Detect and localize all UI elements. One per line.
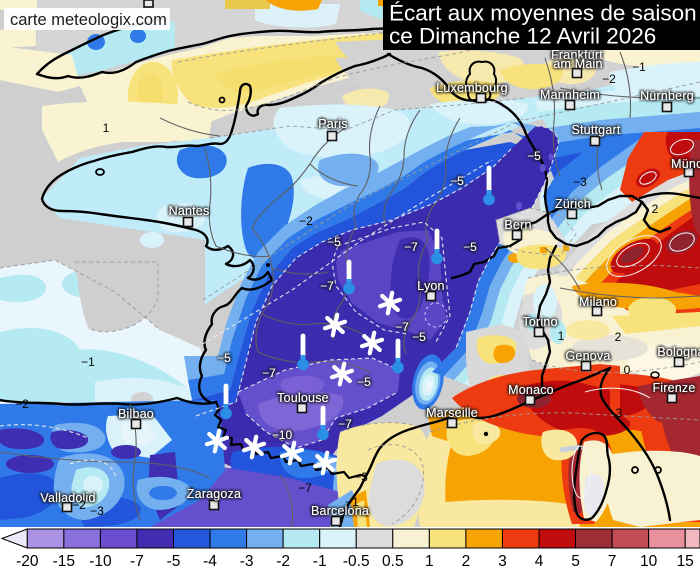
svg-text:-2: -2 xyxy=(276,553,290,570)
svg-text:Firenze: Firenze xyxy=(652,381,695,395)
svg-text:Bologna: Bologna xyxy=(657,345,700,359)
svg-text:−2: −2 xyxy=(602,72,616,86)
svg-text:−7: −7 xyxy=(404,240,418,254)
svg-text:Nantes: Nantes xyxy=(169,204,210,218)
svg-text:Torino: Torino xyxy=(522,315,557,329)
svg-text:3: 3 xyxy=(616,406,623,420)
svg-text:4: 4 xyxy=(535,553,544,570)
svg-text:-15: -15 xyxy=(53,553,75,570)
svg-text:Toulouse: Toulouse xyxy=(277,391,329,405)
svg-text:-5: -5 xyxy=(167,553,181,570)
svg-text:−7: −7 xyxy=(320,279,334,293)
svg-text:Zaragoza: Zaragoza xyxy=(187,487,241,501)
svg-text:Écart aux moyennes de saison: Écart aux moyennes de saison xyxy=(389,1,697,26)
svg-text:−1: −1 xyxy=(632,60,646,74)
svg-text:15: 15 xyxy=(677,553,694,570)
svg-text:Mannheim: Mannheim xyxy=(540,88,600,102)
svg-text:Paris: Paris xyxy=(318,117,347,131)
svg-text:Valladolid: Valladolid xyxy=(40,491,95,505)
svg-text:am Main: am Main xyxy=(553,57,602,71)
svg-text:−5: −5 xyxy=(412,330,426,344)
svg-text:Stuttgart: Stuttgart xyxy=(571,123,620,137)
svg-text:0.5: 0.5 xyxy=(382,553,404,570)
svg-text:Genova: Genova xyxy=(566,349,611,363)
svg-text:−3: −3 xyxy=(573,175,587,189)
svg-text:Bilbao: Bilbao xyxy=(118,407,154,421)
svg-text:-1: -1 xyxy=(313,553,327,570)
svg-text:−10: −10 xyxy=(272,428,293,442)
svg-text:-10: -10 xyxy=(89,553,112,570)
svg-text:Marseille: Marseille xyxy=(426,406,478,420)
svg-text:Barcelona: Barcelona xyxy=(311,504,369,518)
svg-text:Bern: Bern xyxy=(504,218,531,232)
svg-text:−1: −1 xyxy=(81,355,95,369)
svg-text:1: 1 xyxy=(425,553,434,570)
svg-text:−5: −5 xyxy=(327,235,341,249)
svg-text:−5: −5 xyxy=(357,375,371,389)
svg-text:1: 1 xyxy=(558,329,565,343)
svg-text:−5: −5 xyxy=(527,149,541,163)
svg-text:−7: −7 xyxy=(395,320,409,334)
svg-text:−3: −3 xyxy=(354,470,368,484)
svg-text:ce Dimanche 12 Avril 2026: ce Dimanche 12 Avril 2026 xyxy=(389,24,656,49)
svg-text:-7: -7 xyxy=(130,553,144,570)
svg-text:Milano: Milano xyxy=(579,295,617,309)
svg-text:Frankfurt: Frankfurt xyxy=(551,48,603,62)
svg-text:3: 3 xyxy=(498,553,507,570)
svg-text:−1: −1 xyxy=(345,495,359,509)
svg-text:−2: −2 xyxy=(72,498,86,512)
svg-text:7: 7 xyxy=(608,553,617,570)
svg-text:-3: -3 xyxy=(240,553,254,570)
svg-text:−7: −7 xyxy=(298,481,312,495)
svg-text:Münche: Münche xyxy=(671,157,700,171)
svg-text:Monaco: Monaco xyxy=(508,383,554,397)
svg-text:−7: −7 xyxy=(338,417,352,431)
svg-text:Nürnberg: Nürnberg xyxy=(640,89,694,103)
svg-text:10: 10 xyxy=(640,553,658,570)
svg-text:Luxembourg: Luxembourg xyxy=(436,81,508,95)
svg-text:−5: −5 xyxy=(217,351,231,365)
svg-text:−3: −3 xyxy=(90,504,104,518)
svg-text:0: 0 xyxy=(624,363,631,377)
svg-text:−2: −2 xyxy=(15,397,29,411)
svg-text:-4: -4 xyxy=(203,553,217,570)
svg-text:-0.5: -0.5 xyxy=(343,553,370,570)
svg-text:Zürich: Zürich xyxy=(555,197,591,211)
svg-text:−5: −5 xyxy=(450,174,464,188)
svg-text:2: 2 xyxy=(652,202,659,216)
svg-text:−2: −2 xyxy=(299,214,313,228)
svg-text:Lyon: Lyon xyxy=(417,279,444,293)
svg-text:1: 1 xyxy=(103,121,110,135)
svg-text:5: 5 xyxy=(571,553,580,570)
svg-text:-20: -20 xyxy=(16,553,39,570)
svg-text:2: 2 xyxy=(462,553,471,570)
svg-text:−5: −5 xyxy=(463,240,477,254)
svg-text:2: 2 xyxy=(615,330,622,344)
svg-text:−7: −7 xyxy=(262,366,276,380)
svg-text:carte meteologix.com: carte meteologix.com xyxy=(10,11,167,29)
